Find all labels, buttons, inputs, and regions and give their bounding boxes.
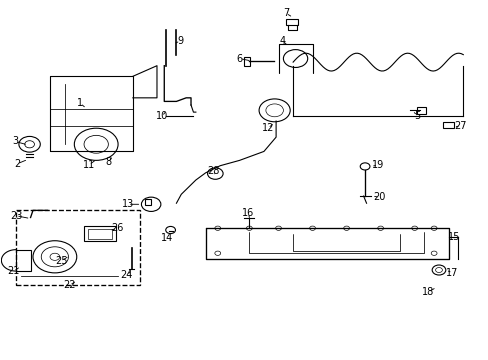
Text: 9: 9 — [177, 36, 183, 46]
Text: 8: 8 — [105, 157, 111, 167]
Bar — [88, 229, 112, 239]
Text: 14: 14 — [160, 233, 172, 243]
Text: 17: 17 — [446, 268, 458, 278]
Bar — [442, 122, 453, 128]
Text: 28: 28 — [207, 166, 219, 176]
Text: 13: 13 — [122, 199, 134, 209]
Text: 22: 22 — [63, 280, 76, 291]
Text: 5: 5 — [414, 111, 420, 121]
Text: 21: 21 — [7, 266, 20, 276]
Text: 18: 18 — [421, 287, 433, 297]
Bar — [285, 19, 297, 25]
Text: 12: 12 — [261, 123, 273, 133]
Text: 15: 15 — [447, 232, 460, 242]
Text: 20: 20 — [373, 192, 385, 202]
Bar — [16, 249, 30, 271]
Text: 23: 23 — [10, 211, 22, 221]
Text: 19: 19 — [371, 160, 384, 170]
Text: 25: 25 — [55, 256, 68, 266]
Text: 2: 2 — [14, 159, 20, 169]
Bar — [244, 57, 250, 66]
Bar — [84, 226, 116, 241]
Text: 16: 16 — [242, 208, 254, 218]
Text: 11: 11 — [82, 160, 95, 170]
Bar — [145, 199, 151, 205]
Text: 10: 10 — [155, 111, 167, 121]
Text: 26: 26 — [111, 223, 123, 233]
Bar — [416, 108, 425, 114]
Text: 1: 1 — [77, 98, 83, 108]
Text: 24: 24 — [121, 270, 133, 280]
Text: 4: 4 — [279, 36, 285, 46]
Text: 27: 27 — [454, 121, 466, 131]
Text: 6: 6 — [236, 54, 242, 64]
Text: 3: 3 — [12, 136, 18, 147]
Text: 7: 7 — [282, 8, 288, 18]
